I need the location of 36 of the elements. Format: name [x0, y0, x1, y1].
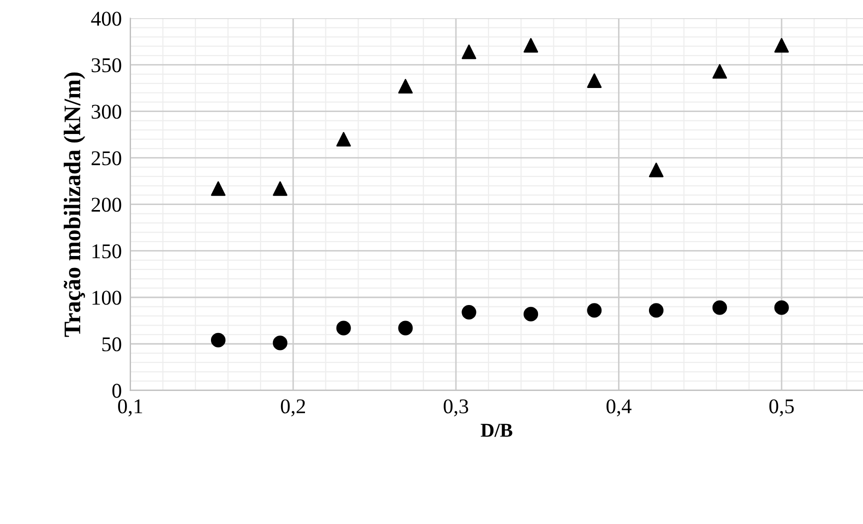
point: [648, 303, 664, 318]
point: [398, 320, 413, 336]
point: [336, 320, 351, 336]
y-tick-label: 150: [92, 244, 122, 258]
x-tick-label: 0,5: [769, 399, 794, 416]
point: [462, 304, 476, 320]
x-axis-title: D/B: [480, 424, 512, 437]
point: [712, 300, 728, 315]
point: [774, 38, 789, 53]
y-tick-label: 50: [102, 337, 122, 352]
y-tick-label: 300: [92, 104, 122, 119]
x-tick-label: 0,3: [444, 399, 468, 416]
point: [336, 132, 351, 147]
y-tick-label: 250: [92, 151, 122, 166]
point: [774, 300, 789, 315]
y-tick-label: 200: [92, 198, 122, 212]
y-tick-label: 400: [91, 12, 122, 26]
x-tick-label: 0,2: [280, 399, 306, 416]
point: [587, 303, 602, 318]
point: [712, 64, 728, 79]
point: [587, 73, 602, 88]
point: [398, 78, 413, 94]
point: [462, 44, 476, 60]
point: [524, 306, 538, 322]
point: [210, 332, 226, 348]
point: [648, 162, 664, 178]
point: [210, 181, 226, 196]
point: [272, 336, 288, 350]
y-tick-label: 0: [112, 384, 122, 398]
point: [524, 38, 538, 53]
y-tick-label: 350: [92, 58, 122, 72]
x-tick-label: 0,4: [606, 399, 632, 416]
point: [272, 181, 288, 196]
y-axis-title: Tração mobilizada (kN/m): [64, 72, 86, 337]
y-tick-label: 100: [92, 290, 122, 305]
x-tick-label: 0,1: [118, 399, 142, 416]
